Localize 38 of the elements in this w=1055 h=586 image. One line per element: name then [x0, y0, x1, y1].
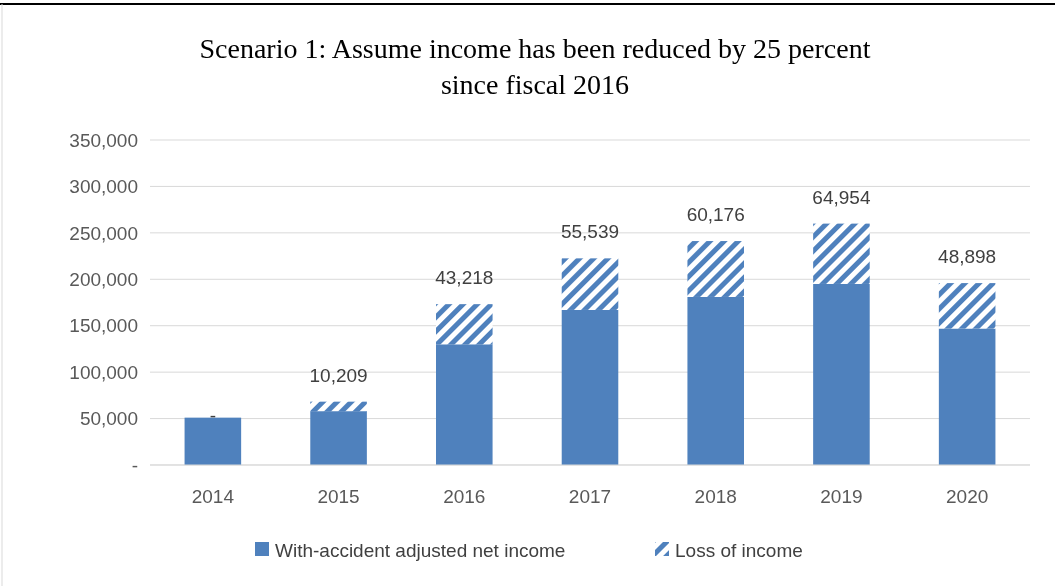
bar [436, 304, 493, 345]
y-tick-label: 50,000 [79, 408, 138, 430]
data-label: 64,954 [812, 186, 871, 208]
y-tick-label: 100,000 [69, 361, 138, 383]
data-label: - [209, 404, 217, 426]
data-label: 10,209 [309, 364, 368, 386]
bar [436, 344, 493, 465]
data-label: 43,218 [435, 267, 494, 289]
y-tick-label: 200,000 [69, 268, 138, 290]
x-tick-label: 2017 [568, 486, 612, 507]
y-tick-label: - [131, 454, 138, 476]
y-tick-label: 150,000 [69, 315, 138, 337]
bar [938, 283, 996, 329]
bar [813, 223, 870, 284]
legend-label: Loss of income [675, 539, 803, 561]
x-tick-label: 2016 [443, 486, 486, 507]
bar [687, 241, 744, 297]
bar [184, 417, 242, 465]
y-tick-label: 300,000 [69, 176, 138, 198]
data-label: 48,898 [938, 246, 997, 268]
legend-label: With-accident adjusted net income [275, 539, 566, 561]
bar [310, 411, 367, 465]
bar [561, 309, 619, 465]
data-label: 55,539 [560, 221, 620, 243]
bar [310, 401, 367, 412]
x-tick-label: 2020 [946, 486, 989, 507]
chart-title: Scenario 1: Assume income has been reduced by 25 percent since fiscal 2016 [199, 33, 871, 100]
bar [813, 283, 870, 465]
bar [938, 328, 996, 465]
bar [561, 258, 619, 310]
x-tick-label: 2019 [820, 486, 863, 507]
y-tick-label: 350,000 [69, 129, 138, 151]
bar [687, 296, 744, 465]
x-tick-label: 2018 [694, 486, 737, 507]
data-label: 60,176 [686, 204, 745, 226]
x-tick-label: 2014 [191, 486, 235, 507]
y-tick-label: 250,000 [69, 222, 138, 244]
x-tick-label: 2015 [317, 486, 360, 507]
